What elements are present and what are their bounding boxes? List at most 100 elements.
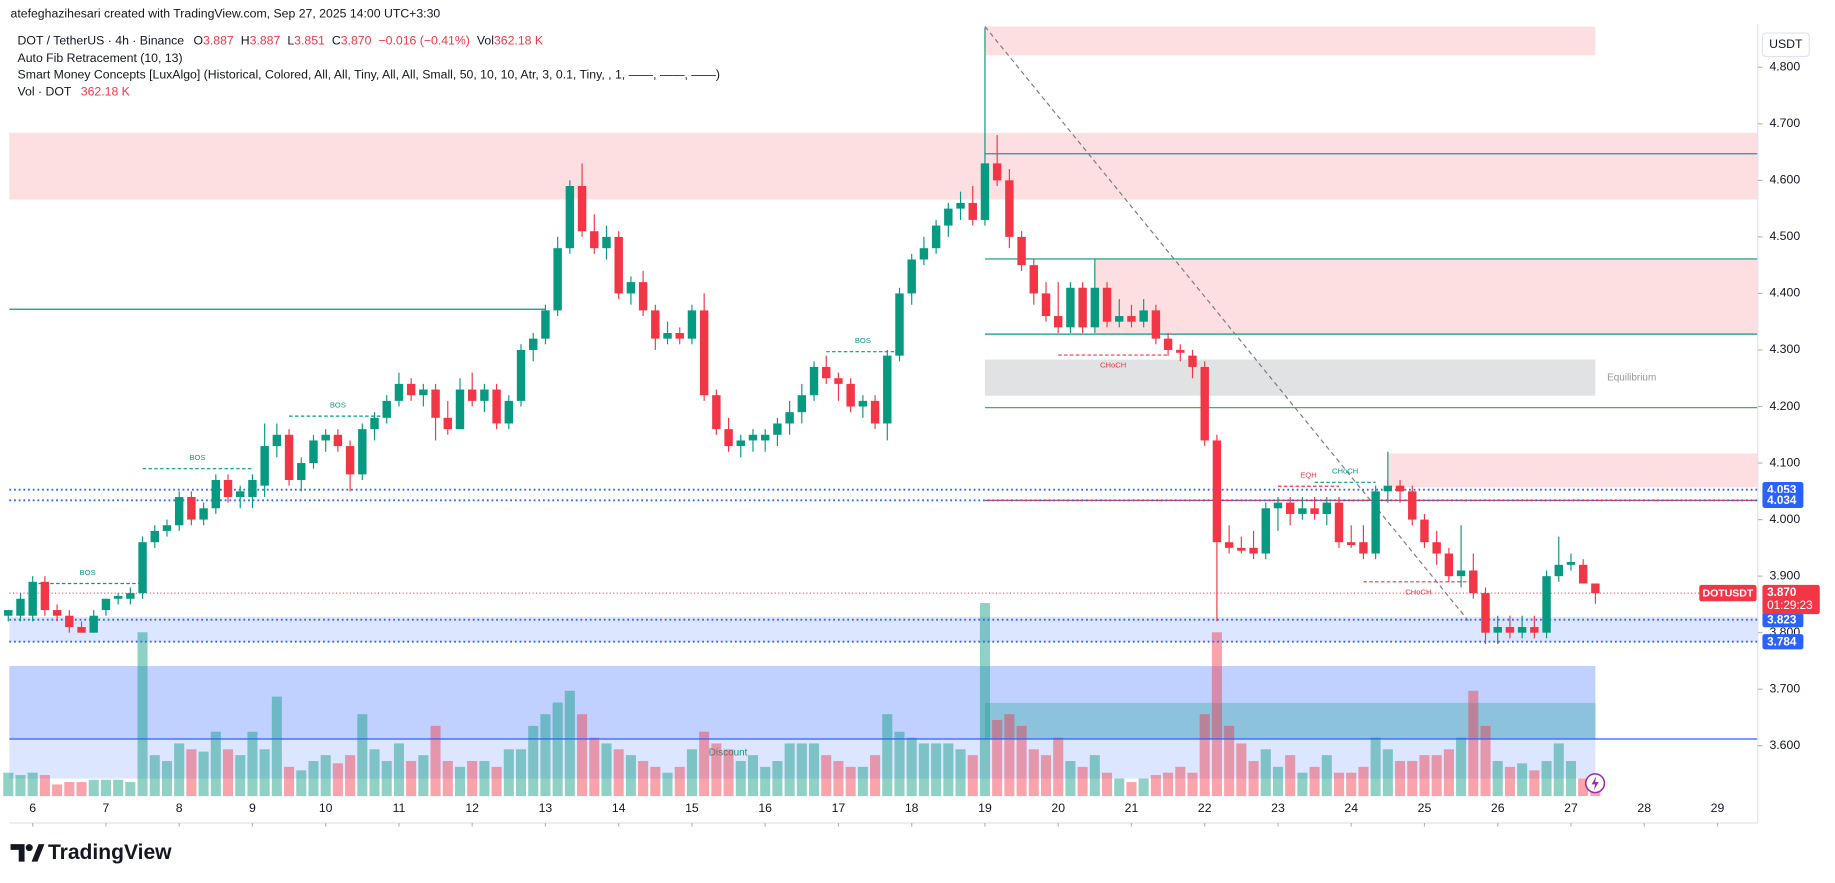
candle-body	[77, 627, 86, 633]
ohlc-value: 3.887	[250, 34, 281, 48]
candle-body	[919, 248, 929, 260]
volume-bar	[222, 749, 234, 797]
volume-bar	[711, 743, 722, 797]
volume-bar	[332, 763, 343, 797]
candle-body	[1237, 547, 1246, 551]
volume-bar	[100, 779, 111, 797]
x-tick-label: 17	[832, 801, 846, 815]
volume-bar	[857, 766, 868, 797]
volume-bar	[528, 725, 539, 797]
volume-bar	[1492, 760, 1503, 797]
countdown: 01:29:23	[1767, 599, 1812, 612]
candle-body	[1432, 542, 1441, 554]
volume-bar	[1077, 766, 1088, 797]
candle-body	[272, 434, 282, 447]
candle-body	[492, 389, 501, 424]
candle-body	[1591, 583, 1600, 594]
volume-bar	[491, 766, 502, 797]
candle-body	[1334, 502, 1344, 543]
volume-bar	[186, 749, 197, 797]
volume-bar	[1040, 755, 1052, 797]
candle-body	[370, 417, 379, 430]
candle-body	[760, 434, 770, 441]
alert-icon-bolt	[1591, 776, 1599, 791]
candle-body	[1017, 236, 1026, 266]
currency-box[interactable]	[1761, 32, 1810, 58]
volume-bar	[137, 632, 148, 797]
logo-mark	[25, 844, 33, 852]
candle-body	[1322, 502, 1332, 514]
x-tick-label: 11	[393, 801, 406, 815]
candle-body	[956, 202, 965, 209]
candle-body	[773, 423, 782, 435]
x-tick-label: 16	[758, 801, 772, 815]
vol-value: 362.18 K	[494, 34, 544, 48]
candle-body	[467, 389, 477, 401]
volume-bar	[1126, 782, 1137, 797]
volume-bar	[1187, 772, 1198, 797]
candle-body	[870, 400, 880, 424]
volume-bar	[992, 720, 1003, 797]
volume-bar	[259, 749, 270, 797]
volume-bar	[882, 714, 893, 797]
candle-body	[651, 310, 660, 339]
candle-body	[1469, 570, 1478, 594]
candle-body	[150, 530, 159, 543]
candle-body	[797, 395, 807, 413]
price-tag-label: 3.823	[1767, 613, 1797, 626]
volume-bar	[320, 755, 331, 797]
candle-body	[321, 434, 330, 441]
change: −0.016 (−0.41%)	[378, 34, 469, 48]
volume-bar	[1053, 737, 1064, 797]
candle-body	[1554, 564, 1563, 577]
volume-bar	[1407, 760, 1418, 797]
volume-bar	[308, 760, 319, 797]
candle-body	[1408, 491, 1417, 520]
volume-bar	[1224, 725, 1235, 797]
candle-body	[504, 400, 514, 424]
volume-bar	[601, 743, 612, 797]
candle-body	[1041, 293, 1051, 317]
price-tag-label: 4.034	[1767, 494, 1797, 507]
volume-bar	[430, 725, 441, 797]
volume-bar	[125, 782, 136, 797]
candle-body	[406, 383, 416, 396]
y-tick-label: 3.900	[1769, 568, 1800, 582]
candle-body	[260, 446, 269, 486]
candle-body	[211, 480, 221, 509]
candle-body	[895, 293, 904, 356]
zone	[9, 666, 1596, 739]
vol-key: Vol	[477, 34, 494, 48]
candle-body	[1530, 627, 1539, 633]
volume-bar	[1175, 766, 1186, 797]
symbol-tag-label: DOTUSDT	[1703, 587, 1754, 599]
candle-body	[1115, 316, 1124, 322]
candle-body	[846, 383, 855, 407]
candle-body	[687, 310, 697, 339]
volume-bar	[52, 784, 63, 797]
volume-bar	[1321, 755, 1332, 797]
volume-bar	[809, 743, 820, 797]
candle-body	[1310, 508, 1319, 514]
candle-body	[4, 610, 13, 616]
candle-body	[28, 581, 37, 616]
candle-body	[1102, 287, 1112, 322]
volume-bar	[613, 749, 624, 797]
symbol: DOT / TetherUS · 4h · Binance	[18, 34, 185, 48]
ohlc-key: H	[241, 34, 250, 48]
last-price-tag	[1762, 584, 1820, 615]
candle-body	[382, 400, 391, 418]
y-tick-label: 4.100	[1769, 455, 1800, 469]
candle-body	[1542, 576, 1551, 633]
candle-body	[174, 496, 184, 526]
candle-body	[1188, 355, 1197, 367]
candle-body	[284, 434, 294, 481]
candle-body	[1566, 562, 1576, 565]
x-tick-label: 24	[1344, 801, 1358, 815]
volume-bar	[418, 755, 429, 797]
volume-bar	[650, 766, 661, 797]
candle-body	[1127, 316, 1136, 322]
structure-label: CHoCH	[1332, 467, 1358, 476]
volume-bar	[76, 782, 87, 797]
